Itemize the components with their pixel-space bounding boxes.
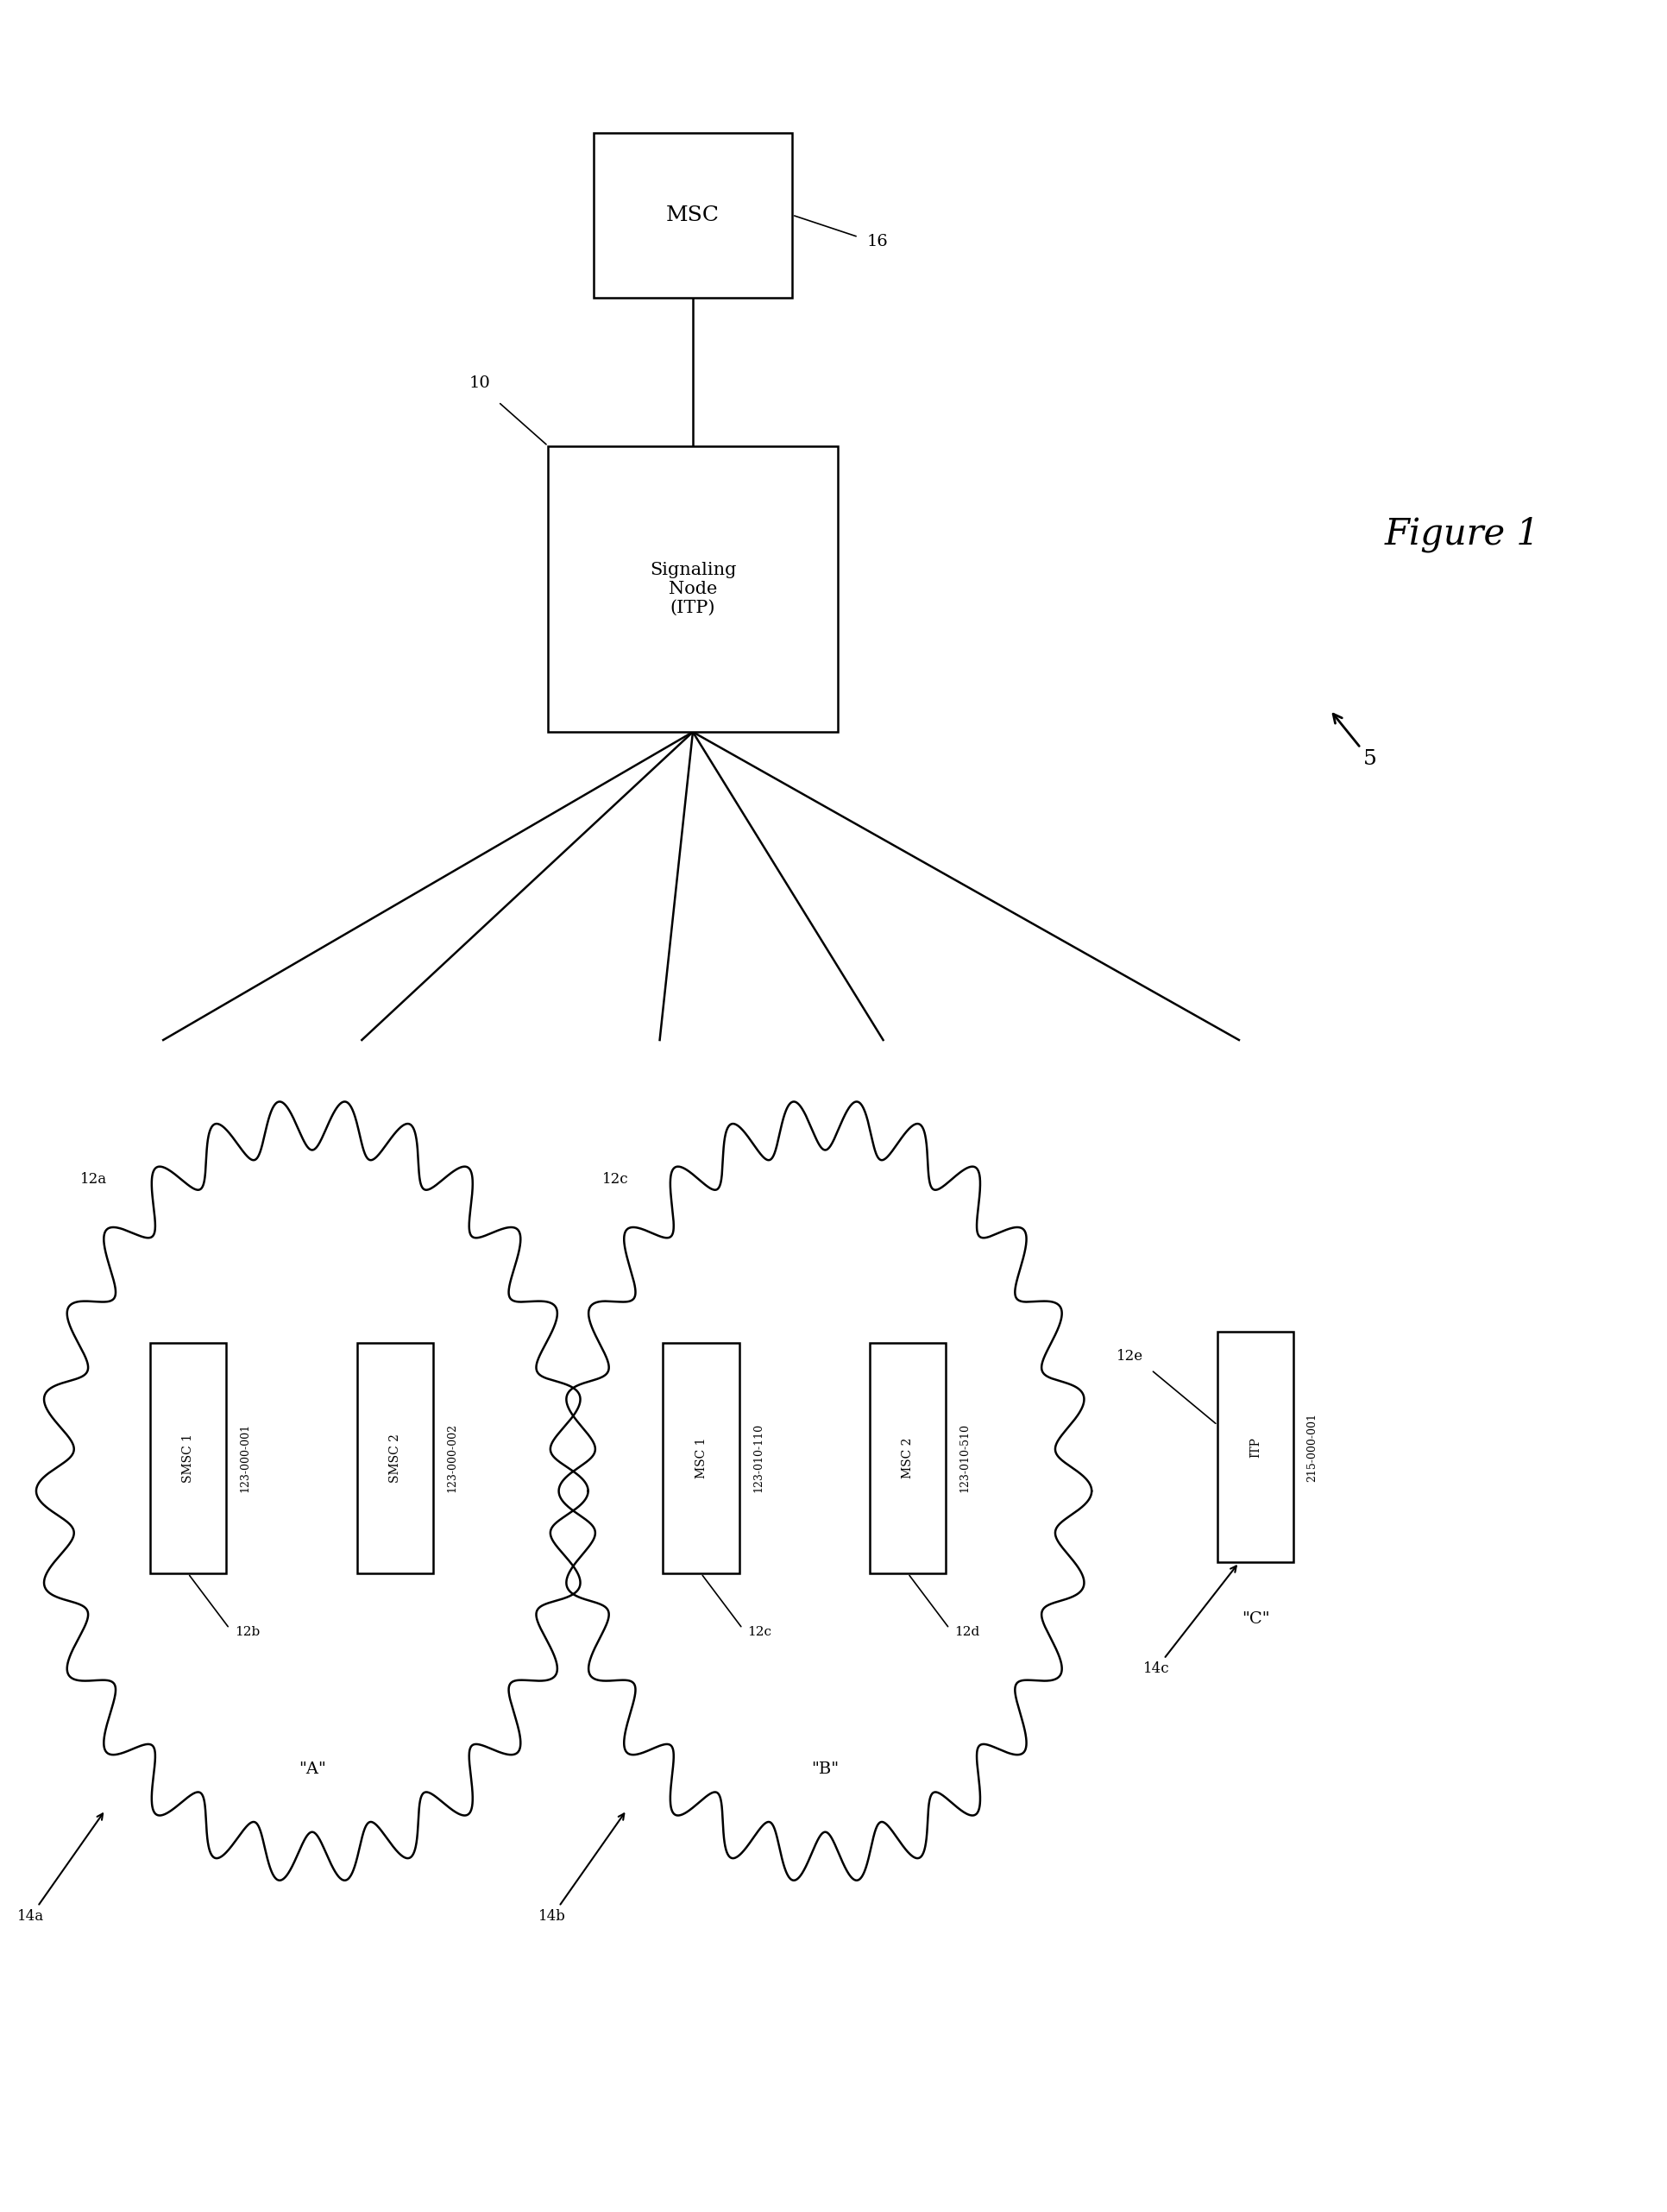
- Text: 123-010-110: 123-010-110: [752, 1425, 763, 1493]
- Text: 123-000-001: 123-000-001: [240, 1425, 250, 1493]
- Text: 14b: 14b: [538, 1814, 623, 1924]
- Text: 12b: 12b: [235, 1626, 260, 1637]
- FancyBboxPatch shape: [357, 1343, 433, 1573]
- Polygon shape: [37, 1102, 588, 1880]
- Text: 12c: 12c: [602, 1172, 628, 1186]
- Text: SMSC 1: SMSC 1: [182, 1433, 193, 1482]
- Text: 215-000-001: 215-000-001: [1307, 1413, 1319, 1482]
- Text: 12d: 12d: [954, 1626, 980, 1637]
- Text: 123-010-510: 123-010-510: [959, 1425, 970, 1493]
- Text: 14a: 14a: [17, 1814, 103, 1924]
- Text: "A": "A": [298, 1761, 327, 1776]
- FancyBboxPatch shape: [548, 447, 837, 732]
- Text: 10: 10: [468, 376, 490, 392]
- Text: SMSC 2: SMSC 2: [388, 1433, 402, 1482]
- Text: MSC 1: MSC 1: [695, 1438, 707, 1478]
- FancyBboxPatch shape: [870, 1343, 947, 1573]
- FancyBboxPatch shape: [663, 1343, 738, 1573]
- FancyBboxPatch shape: [1217, 1332, 1294, 1562]
- Text: MSC 2: MSC 2: [902, 1438, 914, 1478]
- Text: 5: 5: [1334, 714, 1377, 770]
- Text: 16: 16: [867, 234, 889, 250]
- Text: MSC: MSC: [667, 206, 720, 226]
- Text: "C": "C": [1242, 1610, 1270, 1626]
- Text: Figure 1: Figure 1: [1385, 515, 1540, 553]
- Text: ITP: ITP: [1250, 1438, 1262, 1458]
- Text: 123-000-002: 123-000-002: [447, 1425, 457, 1493]
- Text: "B": "B": [812, 1761, 839, 1776]
- FancyBboxPatch shape: [593, 133, 792, 296]
- Text: 12a: 12a: [80, 1172, 107, 1186]
- FancyBboxPatch shape: [150, 1343, 227, 1573]
- Polygon shape: [558, 1102, 1092, 1880]
- Text: 12c: 12c: [747, 1626, 772, 1637]
- Text: Signaling
Node
(ITP): Signaling Node (ITP): [650, 562, 737, 617]
- Text: 14c: 14c: [1144, 1566, 1237, 1677]
- Text: 12e: 12e: [1117, 1349, 1144, 1363]
